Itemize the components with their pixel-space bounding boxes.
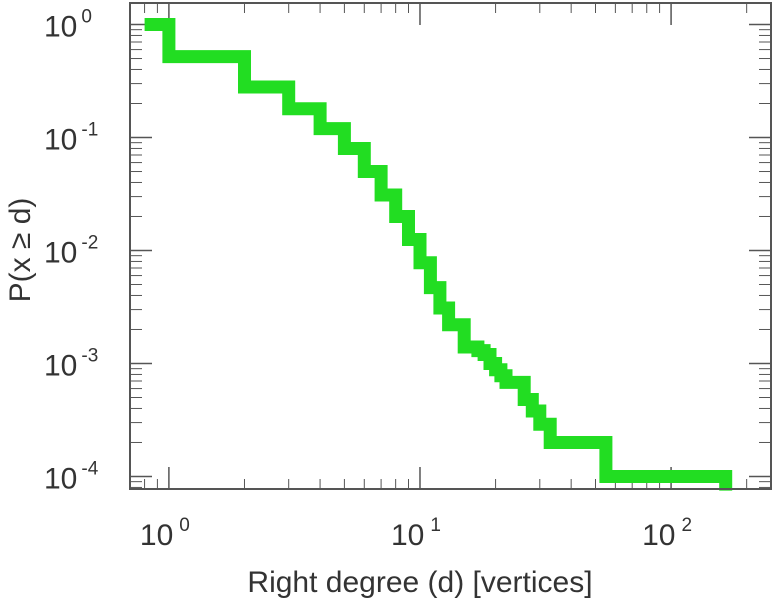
y-axis-label: P(x ≥ d) [4,198,37,303]
major-ticks [130,3,771,489]
minor-ticks [129,3,771,489]
y-tick-base: 10 [44,124,77,157]
x-tick-exponent: 2 [681,515,692,536]
y-tick-label: 10 0 [44,7,92,44]
y-tick-exponent: -2 [81,232,98,253]
x-tick-base: 10 [642,519,675,552]
ccdf-step-line [144,18,733,491]
y-tick-exponent: -1 [81,120,98,141]
y-tick-label: 10 -3 [44,345,98,382]
x-tick-label: 10 1 [391,515,441,552]
y-tick-base: 10 [44,236,77,269]
tick-labels: 10 0 10 1 10 210 010 -110 -210 -310 -4 [44,7,692,552]
x-tick-label: 10 0 [140,515,190,552]
x-tick-base: 10 [140,519,173,552]
y-tick-label: 10 -4 [44,458,99,495]
series-layer [144,18,733,491]
y-tick-base: 10 [44,11,77,44]
y-tick-exponent: -3 [81,345,98,366]
y-tick-base: 10 [44,349,77,382]
y-tick-label: 10 -2 [44,232,98,269]
y-tick-exponent: 0 [81,7,92,28]
y-tick-exponent: -4 [81,458,98,479]
y-tick-label: 10 -1 [44,120,98,157]
plot-frame [129,2,772,490]
x-tick-base: 10 [391,519,424,552]
x-tick-exponent: 1 [430,515,441,536]
x-axis-label: Right degree (d) [vertices] [247,566,592,599]
y-tick-base: 10 [44,462,77,495]
x-tick-label: 10 2 [642,515,692,552]
x-tick-exponent: 0 [179,515,190,536]
